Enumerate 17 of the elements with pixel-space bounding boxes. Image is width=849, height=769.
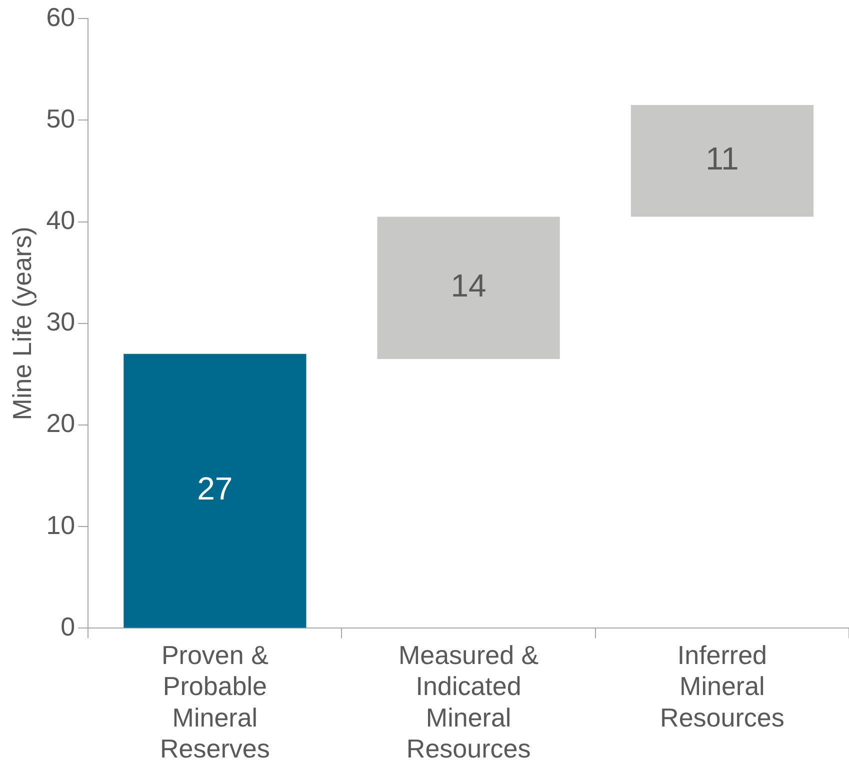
y-tick-label: 50 bbox=[46, 103, 76, 134]
y-tick-label: 0 bbox=[60, 611, 76, 642]
y-tick-label: 40 bbox=[46, 204, 76, 235]
data-label: 11 bbox=[706, 140, 739, 177]
y-tick-label: 60 bbox=[46, 2, 76, 32]
bar bbox=[630, 104, 814, 217]
y-tick-label: 30 bbox=[46, 306, 76, 337]
bar bbox=[377, 216, 560, 359]
x-tick-label: Measured & Indicated Mineral Resources bbox=[398, 640, 539, 764]
data-label: 27 bbox=[197, 470, 233, 507]
y-tick-label: 10 bbox=[46, 510, 76, 540]
y-axis-title: Mine Life (years) bbox=[6, 226, 37, 420]
data-label: 14 bbox=[450, 268, 486, 304]
bar bbox=[124, 354, 306, 628]
x-tick-label: Proven & Probable Mineral Reserves bbox=[160, 640, 270, 764]
y-tick-label: 20 bbox=[46, 408, 76, 438]
x-tick-label: Inferred Mineral Resources bbox=[660, 640, 784, 732]
